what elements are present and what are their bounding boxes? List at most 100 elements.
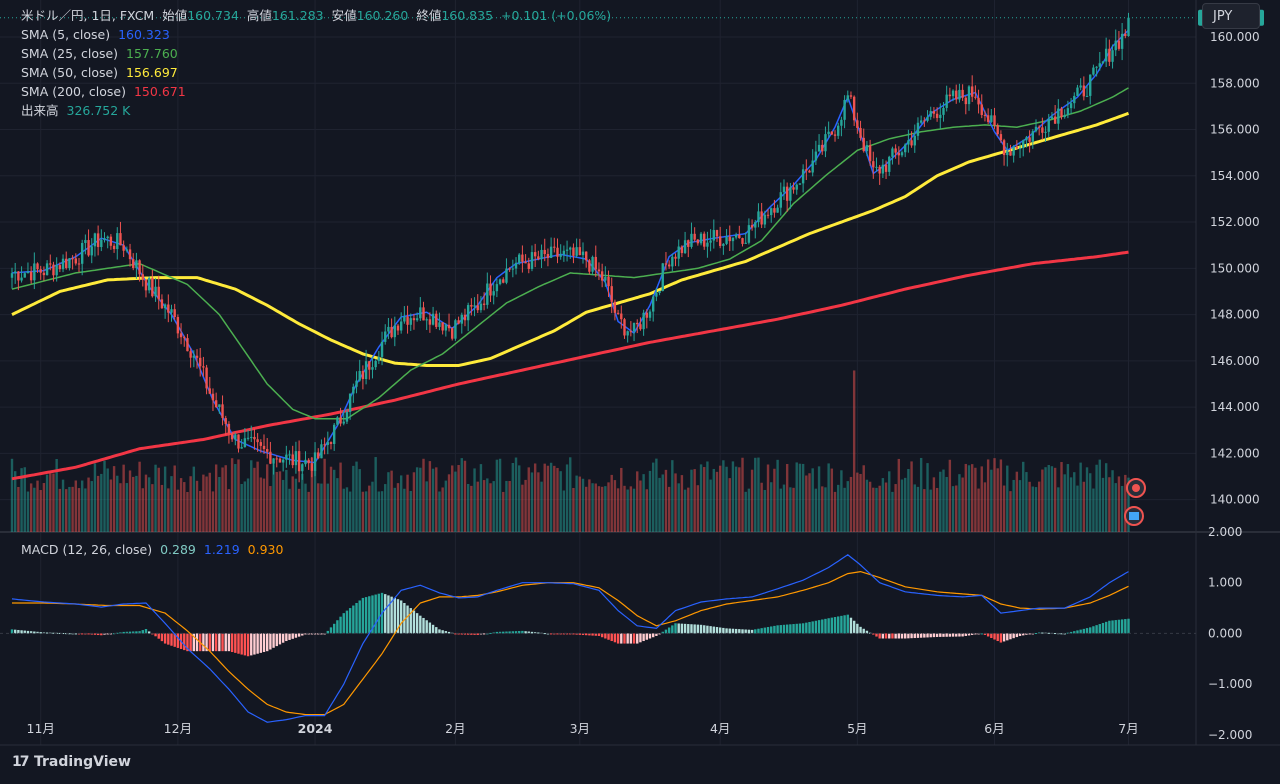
volume-legend[interactable]: 出来高 326.752 K [21,102,134,119]
sma50-value: 156.697 [126,65,178,80]
candle [425,317,428,330]
candle [1028,130,1031,153]
volume-bar [310,457,314,532]
candle-body [604,276,607,281]
volume-bar [1108,477,1111,532]
currency-button[interactable]: JPY [1202,3,1260,29]
candle [811,149,814,177]
candle [58,262,62,273]
candle-body [377,356,381,361]
candle [792,182,795,194]
volume-bar [58,488,62,532]
candle-body [718,236,722,246]
candle [738,225,741,239]
macd-histogram-bar [824,618,827,634]
macd-histogram-bar [728,628,731,634]
macd-histogram-bar [234,633,237,653]
candle-body [470,305,473,307]
sma200-legend[interactable]: SMA (200, close) 150.671 [21,83,190,100]
candle [1018,141,1022,158]
macd-legend[interactable]: MACD (12, 26, close) 0.289 1.219 0.930 [21,541,287,558]
candle-body [1098,63,1101,67]
tradingview-logo[interactable]: 17 TradingView [12,754,131,770]
candle [151,269,154,298]
candle-body [648,311,652,318]
volume-bar [986,459,990,532]
candle-body [332,424,336,444]
volume-bar [1098,459,1101,532]
candle-body [419,307,422,319]
sma5-legend[interactable]: SMA (5, close) 160.323 [21,26,174,43]
candle-body [533,252,537,257]
candle-body [100,239,103,248]
volume-bar [919,457,923,532]
candle [396,324,400,335]
volume-bar [805,475,808,532]
macd-histogram-bar [575,633,578,635]
candle [269,441,272,465]
time-axis-label: 4月 [710,721,730,736]
candle-body [176,317,180,334]
candle [833,130,837,142]
volume-bar [980,466,983,532]
candle-body [738,234,741,239]
candle [339,407,342,427]
candle [926,110,929,123]
volume-bar [323,458,326,532]
volume-bar [13,471,17,532]
sma50-legend[interactable]: SMA (50, close) 156.697 [21,64,182,81]
candle-body [157,286,160,300]
candle [613,299,617,321]
candle-body [747,225,751,243]
volume-bar [272,464,275,532]
candle-body [291,454,294,466]
candle [843,95,846,129]
volume-bar [87,477,90,532]
candle-body [415,318,419,321]
volume-bar [543,463,546,532]
macd-histogram-bar [840,615,843,634]
volume-bar [218,476,221,532]
candle [1127,12,1130,37]
macd-histogram-bar [974,633,977,635]
candle [393,316,396,347]
volume-bar [132,476,135,532]
candle-body [932,111,936,114]
macd-histogram-bar [527,631,530,634]
candle-body [189,351,192,358]
volume-bar [655,458,658,532]
sma25-legend[interactable]: SMA (25, close) 157.760 [21,45,182,62]
candle-body [763,214,767,225]
volume-bar [463,460,467,532]
candle-body [109,236,113,246]
volume-bar [888,471,891,532]
price-axis-label: 160.000 [1210,30,1260,44]
change-value: +0.101 (+0.06%) [501,8,612,23]
candle-body [1025,137,1028,141]
macd-histogram-bar [801,623,805,634]
volume-bar [1063,474,1066,532]
candle-body [281,459,285,463]
volume-bar [734,466,738,532]
macd-histogram-bar [412,610,416,634]
volume-bar [1082,481,1086,532]
macd-histogram-bar [288,633,291,640]
candle [1022,139,1025,157]
volume-bar [990,469,993,532]
candle [955,84,958,104]
macd-histogram-bar [961,633,964,637]
candle-body [65,258,68,269]
volume-bar [865,479,869,532]
candle-body [444,324,448,331]
macd-histogram-bar [202,633,205,652]
candle-body [393,325,396,338]
candle [173,303,176,320]
candle-body [253,436,256,440]
macd-histogram-bar [466,633,470,635]
candle-body [13,271,17,274]
volume-bar [607,482,610,532]
candle [307,458,310,470]
candle-body [1073,95,1076,104]
macd-histogram-bar [1098,624,1101,634]
